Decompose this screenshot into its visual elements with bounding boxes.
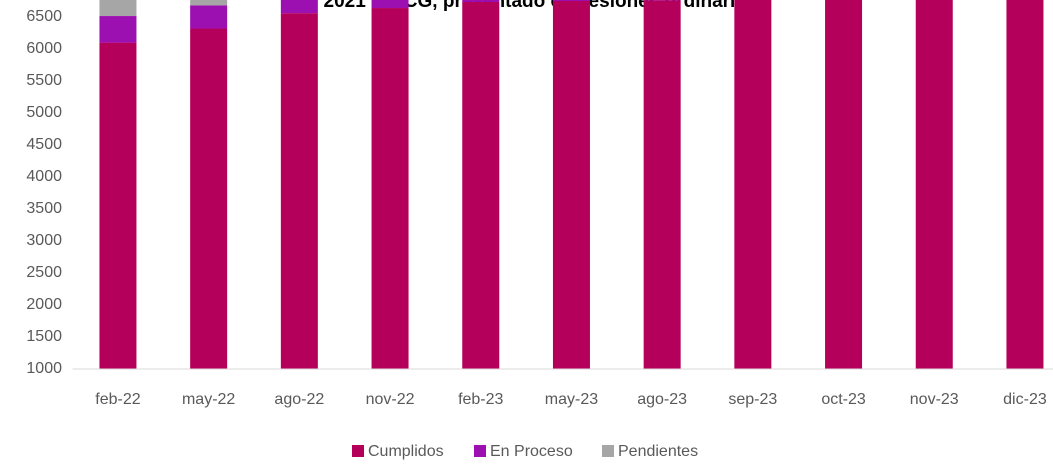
x-tick-label: nov-23	[910, 391, 959, 408]
bar-segment	[99, 16, 137, 43]
bar-segment	[552, 1, 590, 369]
legend-label: Pendientes	[618, 443, 698, 460]
x-tick-label: may-23	[545, 391, 598, 408]
legend-swatch	[474, 445, 486, 457]
y-tick-label: 5000	[26, 104, 62, 121]
y-tick-label: 6500	[26, 8, 62, 25]
y-tick-label: 4000	[26, 168, 62, 185]
x-tick-label: nov-22	[366, 391, 415, 408]
y-tick-label: 2000	[26, 296, 62, 313]
bar-segment	[462, 1, 500, 370]
bar-segment	[825, 0, 863, 370]
bar-segment	[643, 0, 681, 370]
bar-segment	[190, 0, 228, 6]
x-tick-label: oct-23	[821, 391, 866, 408]
x-tick-label: may-22	[182, 391, 235, 408]
legend-swatch	[602, 445, 614, 457]
x-tick-label: dic-23	[1003, 391, 1047, 408]
bar-segment	[190, 28, 228, 370]
y-tick-label: 5500	[26, 72, 62, 89]
bar-segment	[915, 0, 953, 370]
x-tick-label: feb-23	[458, 391, 503, 408]
legend-label: Cumplidos	[368, 443, 444, 460]
bar-segment	[1006, 0, 1044, 370]
y-tick-label: 2500	[26, 264, 62, 281]
bar-segment	[190, 5, 228, 29]
bar-segment	[99, 0, 137, 17]
bar-segment	[99, 42, 137, 369]
y-tick-label: 3500	[26, 200, 62, 217]
bar-segment	[371, 8, 409, 369]
bar-segment	[280, 13, 318, 369]
x-tick-label: ago-22	[274, 391, 324, 408]
y-tick-label: 3000	[26, 232, 62, 249]
x-tick-label: feb-22	[95, 391, 140, 408]
bar-segment	[552, 0, 590, 1]
legend-swatch	[352, 445, 364, 457]
bar-segment	[280, 0, 318, 14]
x-tick-label: ago-23	[637, 391, 687, 408]
x-tick-label: sep-23	[728, 391, 777, 408]
y-tick-label: 1500	[26, 328, 62, 345]
bar-segment	[371, 0, 409, 9]
legend-label: En Proceso	[490, 443, 573, 460]
bar-segment	[462, 0, 500, 2]
bar-segment	[734, 0, 772, 370]
y-tick-label: 6000	[26, 40, 62, 57]
y-tick-label: 4500	[26, 136, 62, 153]
y-tick-label: 1000	[26, 360, 62, 377]
